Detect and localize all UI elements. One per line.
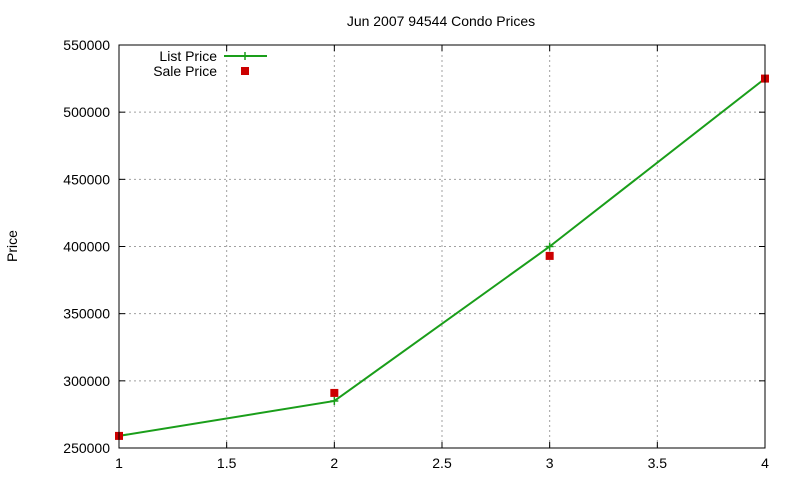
y-tick-label: 450000 xyxy=(63,171,110,187)
sale-price-point xyxy=(330,388,339,397)
legend-label-list-price: List Price xyxy=(159,48,217,64)
y-tick-label: 500000 xyxy=(63,104,110,120)
grid xyxy=(119,45,765,448)
y-tick-label: 250000 xyxy=(63,440,110,456)
sale-price-point xyxy=(545,251,554,260)
y-tick-label: 350000 xyxy=(63,306,110,322)
x-tick-label: 3.5 xyxy=(648,455,668,471)
chart-title: Jun 2007 94544 Condo Prices xyxy=(347,13,535,29)
y-tick-label: 300000 xyxy=(63,373,110,389)
x-tick-label: 2 xyxy=(330,455,338,471)
x-axis: 1 1.5 2 2.5 3 3.5 4 xyxy=(115,45,769,471)
plot-frame xyxy=(118,44,766,449)
x-tick-label: 4 xyxy=(761,455,769,471)
y-tick-label: 400000 xyxy=(63,239,110,255)
list-price-point xyxy=(330,396,339,405)
legend-label-sale-price: Sale Price xyxy=(153,63,217,79)
y-axis: 250000 300000 350000 400000 450000 500000 5500… xyxy=(63,37,765,456)
list-price-line xyxy=(118,77,766,437)
y-axis-label: Price xyxy=(4,230,20,262)
x-tick-label: 2.5 xyxy=(432,455,452,471)
legend-swatch-sale-price xyxy=(241,67,249,75)
x-tick-label: 1.5 xyxy=(217,455,237,471)
legend-marker-list-price xyxy=(241,52,249,60)
y-tick-label: 550000 xyxy=(63,37,110,53)
x-tick-label: 1 xyxy=(115,455,123,471)
list-price-point xyxy=(545,242,554,251)
x-tick-label: 3 xyxy=(546,455,554,471)
